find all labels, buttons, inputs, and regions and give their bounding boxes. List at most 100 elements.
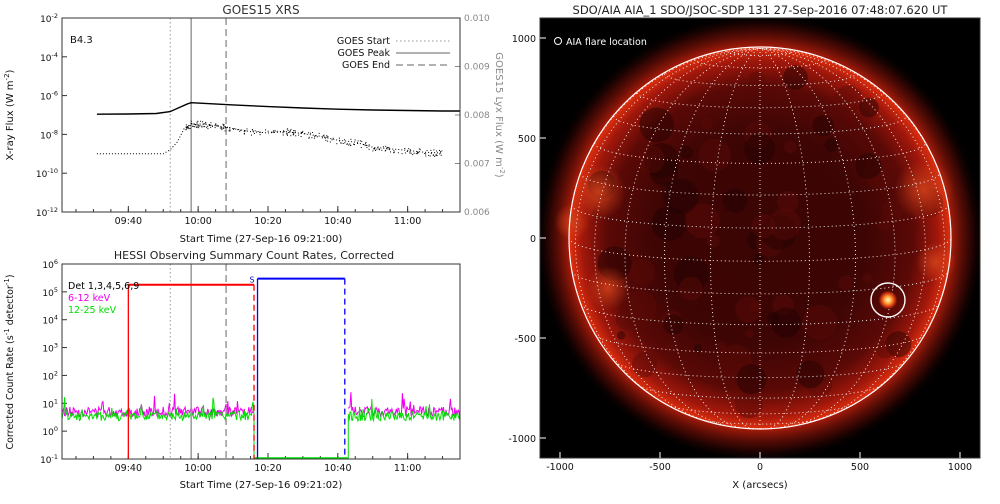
goes-noise-point [272, 131, 274, 133]
aia-x-tick-label: 500 [851, 462, 869, 473]
goes-noise-point [325, 139, 327, 141]
disk-texture [855, 153, 882, 179]
goes-noise-point [273, 130, 275, 132]
grid-line [613, 116, 907, 135]
goes-noise-point [189, 127, 191, 129]
goes-noise-point [314, 135, 316, 137]
goes-x-tick-label: 11:00 [394, 216, 421, 227]
goes-noise-point [426, 150, 428, 152]
goes-noise-point [417, 151, 419, 153]
goes-noise-point [283, 130, 285, 132]
disk-texture [748, 302, 759, 313]
goes-noise-point [344, 142, 346, 144]
goes-noise-point [199, 125, 201, 127]
goes-noise-point [294, 131, 296, 133]
goes-noise-point [386, 147, 388, 149]
goes-noise-point [194, 126, 196, 128]
disk-texture [722, 188, 748, 213]
goes-noise-point [292, 132, 293, 134]
goes-noise-point [186, 127, 188, 128]
disk-texture [685, 203, 720, 239]
disk-texture [716, 341, 727, 352]
goes-y-right-tick-label: 0.006 [464, 208, 490, 218]
goes-noise-point [384, 150, 386, 152]
aia-y-tick-label: -1000 [508, 434, 536, 445]
goes-noise-point [201, 126, 203, 128]
goes-noise-point [409, 149, 411, 151]
goes-noise-point [359, 140, 361, 142]
disk-texture [663, 170, 675, 182]
goes-noise-point [207, 125, 209, 127]
goes-noise-point [233, 128, 235, 129]
goes-noise-point [223, 127, 225, 129]
aia-image-panel: SDO/AIA AIA_1 SDO/JSOC-SDP 131 27-Sep-20… [508, 3, 981, 491]
hessi-y-tick-label: 105 [42, 286, 58, 299]
goes-noise-point [311, 137, 313, 139]
goes-noise-point [252, 130, 254, 132]
goes-noise-point [215, 123, 217, 125]
disk-texture [748, 71, 766, 88]
goes-noise-point [366, 146, 368, 148]
goes-noise-point [323, 134, 325, 136]
hessi-legend-label: 12-25 keV [68, 305, 117, 316]
disk-texture [771, 307, 801, 338]
hessi-panel: HESSI Observing Summary Count Rates, Cor… [3, 249, 461, 491]
hessi-legend-label: Det 1,3,4,5,6,9 [68, 281, 139, 292]
goes-noise-point [441, 150, 443, 152]
disk-texture [761, 215, 797, 250]
goes-noise-point [327, 140, 329, 142]
goes-noise-point [243, 133, 245, 135]
goes-x-tick-label: 09:40 [115, 216, 142, 227]
goes-noise-point [251, 129, 253, 131]
disk-texture [745, 329, 754, 338]
goes-noise-point [308, 137, 310, 139]
disk-texture [751, 214, 776, 239]
goes-noise-point [221, 129, 223, 131]
goes-noise-point [209, 124, 211, 125]
goes-noise-point [185, 126, 187, 128]
goes-noise-point [210, 126, 212, 128]
bright-region [570, 164, 626, 220]
goes-y-tick-label: 10-12 [36, 206, 58, 219]
goes-noise-point [223, 125, 225, 126]
bright-region [894, 160, 954, 220]
goes-y-right-tick-label: 0.007 [464, 160, 490, 170]
goes-noise-point [387, 146, 389, 148]
goes-noise-point [209, 125, 210, 126]
disk-texture [878, 218, 891, 232]
goes-noise-point [401, 153, 403, 155]
goes-noise-point [185, 129, 187, 131]
goes-y-right-tick-label: 0.008 [464, 111, 490, 121]
goes-noise-point [332, 137, 334, 139]
goes-noise-point [324, 137, 326, 139]
disk-texture [664, 344, 674, 353]
disk-texture [701, 117, 714, 130]
goes-noise-point [313, 137, 315, 139]
goes-noise-point [185, 124, 187, 126]
goes-y-tick-label: 10-2 [40, 12, 58, 25]
goes-noise-point [378, 149, 380, 151]
disk-texture [802, 304, 838, 340]
disk-texture [698, 138, 731, 172]
goes-noise-point [440, 154, 442, 156]
goes-noise-point [300, 131, 302, 133]
goes-noise-point [286, 132, 288, 134]
goes-noise-point [408, 148, 410, 150]
goes-noise-point [436, 150, 438, 152]
goes-noise-point [189, 125, 191, 127]
disk-texture [673, 256, 710, 292]
goes-noise-point [186, 127, 187, 129]
grid-line [759, 47, 926, 426]
grid-line [664, 47, 761, 429]
bright-region [916, 242, 956, 282]
disk-texture [736, 364, 767, 395]
goes-noise-point [209, 125, 211, 126]
goes-noise-point [197, 120, 199, 122]
disk-texture [906, 220, 918, 232]
goes-noise-point [404, 148, 406, 149]
goes-noise-point [282, 134, 284, 136]
goes-noise-point [388, 148, 390, 150]
goes-title: GOES15 XRS [222, 3, 299, 17]
goes-noise-point [218, 125, 219, 127]
goes-noise-point [282, 132, 284, 134]
